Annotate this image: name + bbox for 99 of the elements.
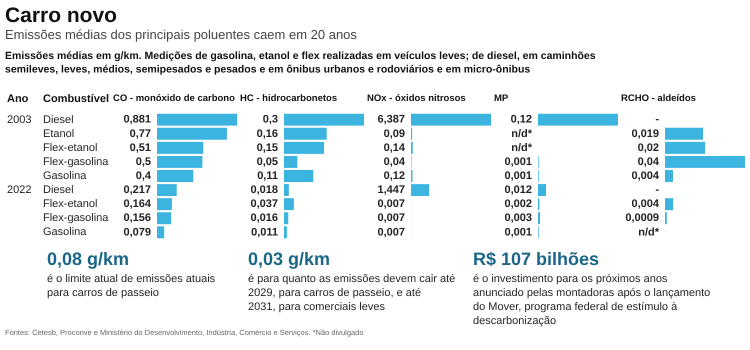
text: -	[655, 114, 659, 126]
bar	[157, 128, 227, 140]
data-label: 0,12	[384, 170, 405, 182]
text: Emissões médias dos principais poluentes caem em 20 anos	[5, 27, 358, 42]
data-label: 0,007	[377, 212, 405, 224]
text: 0,08 g/km	[47, 249, 130, 269]
data-label: 1,447	[377, 184, 405, 196]
data-label: 0,5	[136, 156, 151, 168]
data-label: 0,007	[377, 226, 405, 238]
bar	[284, 156, 298, 168]
bar	[538, 184, 546, 196]
data-label: 0,11	[257, 170, 278, 182]
data-label: 0,012	[504, 184, 532, 196]
data-label: 0,001	[504, 156, 532, 168]
chart-title: HC - hidrocarbonetos	[240, 93, 338, 104]
y-tick-label: Diesel	[43, 114, 74, 126]
bar	[284, 142, 324, 154]
chart-title: NOx - óxidos nitrosos	[367, 93, 466, 104]
bar	[665, 170, 673, 182]
data-label: 0,15	[256, 142, 278, 154]
data-label: 0,016	[250, 212, 278, 224]
bar	[284, 184, 289, 196]
bar	[665, 128, 703, 140]
data-label: 0,12	[510, 114, 532, 126]
data-label: 0,004	[631, 170, 660, 182]
data-label: 0,881	[123, 114, 151, 126]
bar	[411, 114, 491, 126]
chart-title: RCHO - aldeídos	[621, 93, 696, 104]
bar	[157, 198, 172, 210]
data-label: 0,05	[256, 156, 278, 168]
data-label: 0,77	[130, 128, 151, 140]
data-label: 0,001	[504, 170, 532, 182]
bar	[157, 170, 194, 182]
text: n/d*	[638, 226, 659, 238]
data-label: 0,51	[130, 142, 151, 154]
data-label: 0,4	[136, 170, 152, 182]
bar	[665, 156, 745, 168]
text: n/d*	[511, 128, 532, 140]
bar	[157, 114, 237, 126]
data-label: 0,164	[123, 198, 152, 210]
data-label: 0,217	[123, 184, 151, 196]
data-label: 0,018	[250, 184, 278, 196]
data-label: 0,3	[262, 114, 278, 126]
y-tick-label: Gasolina	[43, 170, 88, 182]
y-tick-label: Flex-gasolina	[43, 212, 110, 224]
bar	[157, 226, 164, 238]
text: n/d*	[511, 142, 532, 154]
bar	[157, 212, 172, 224]
data-label: 0,007	[377, 198, 405, 210]
bar	[284, 128, 327, 140]
y-tick-label: Diesel	[43, 184, 74, 196]
y-tick-label: Etanol	[43, 128, 74, 140]
data-label: 0,011	[251, 226, 278, 238]
bar	[284, 226, 287, 238]
y-tick-label: Gasolina	[43, 226, 88, 238]
bar	[157, 156, 202, 168]
data-label: 0,02	[638, 142, 659, 154]
text: é o limite atual de emissões atuais para carros de passeio	[47, 273, 216, 299]
data-label: 0,156	[123, 212, 151, 224]
bar	[665, 198, 673, 210]
data-label: 0,14	[384, 142, 406, 154]
text: é o investimento para os próximos anos anunciado pelas montadoras após o lançamento do Mover, programa federal de estímulo à descarbonização	[473, 273, 710, 327]
chart-title: CO - monóxido de carbono	[113, 93, 236, 104]
data-label: 0,003	[504, 212, 532, 224]
data-label: 0,16	[256, 128, 278, 140]
text: Ano	[7, 93, 29, 105]
bar	[284, 114, 364, 126]
text: 0,03 g/km	[248, 249, 330, 269]
data-label: 0,019	[631, 128, 659, 140]
chart-title: MP	[494, 93, 509, 104]
text: Emissões médias em g/km. Medições de gasolina, etanol e flex realizadas em veículos leves; de diesel, em caminhões semileves, leves, médios, semipesados e pesados e em ônibus urbanos e rodoviários e em micro-ônibus	[5, 50, 596, 76]
bar	[284, 170, 314, 182]
y-axis-title: Combustível	[43, 93, 110, 105]
text: -	[655, 184, 659, 196]
bar	[665, 142, 705, 154]
data-label: 0,004	[631, 198, 660, 210]
data-label: 0,09	[384, 128, 405, 140]
bar	[411, 184, 430, 196]
data-label: 0,04	[384, 156, 406, 168]
text: é para quanto as emissões devem cair até 2029, para carros de passeio, e até 2031, para comerciais leves	[248, 273, 456, 313]
bar	[157, 142, 204, 154]
bar	[284, 212, 288, 224]
data-label: 6,387	[377, 114, 405, 126]
text: 2022	[7, 184, 32, 196]
bar	[284, 198, 294, 210]
text: Carro novo	[5, 4, 118, 27]
text: 2003	[7, 114, 32, 126]
bar	[538, 114, 618, 126]
data-label: 0,001	[504, 226, 532, 238]
data-label: 0,079	[123, 226, 151, 238]
data-label: 0,037	[250, 198, 278, 210]
data-label: 0,0009	[625, 212, 659, 224]
bar	[157, 184, 177, 196]
y-tick-label: Flex-gasolina	[43, 156, 110, 168]
data-label: 0,04	[638, 156, 660, 168]
y-tick-label: Flex-etanol	[43, 198, 98, 210]
data-label: 0,002	[504, 198, 532, 210]
y-tick-label: Flex-etanol	[43, 142, 98, 154]
text: R$ 107 bilhões	[473, 249, 600, 269]
